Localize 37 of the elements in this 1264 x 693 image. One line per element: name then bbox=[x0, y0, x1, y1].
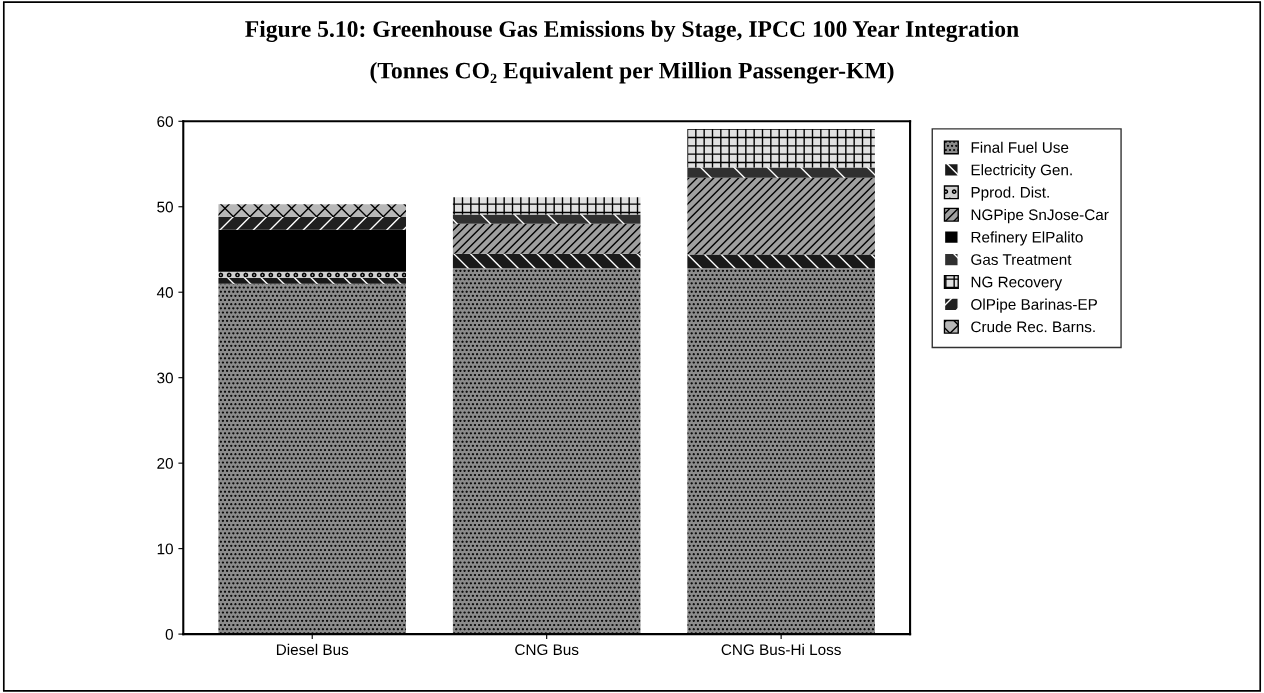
legend-label: Final Fuel Use bbox=[971, 141, 1069, 153]
y-tick-label: 20 bbox=[157, 458, 173, 469]
bar bbox=[218, 277, 407, 284]
bar bbox=[452, 268, 641, 635]
y-tick-label: 10 bbox=[157, 543, 173, 555]
x-tick-label: CNG Bus-Hi Loss bbox=[721, 643, 841, 656]
legend-label: Electricity Gen. bbox=[971, 164, 1072, 179]
bar bbox=[687, 128, 875, 168]
bar bbox=[452, 223, 641, 254]
bar bbox=[687, 177, 875, 255]
bar bbox=[218, 271, 407, 278]
legend-label: Crude Rec. Barns. bbox=[971, 321, 1095, 333]
y-tick-label: 50 bbox=[157, 201, 173, 213]
bar bbox=[218, 283, 407, 635]
y-tick-label: 0 bbox=[165, 628, 173, 640]
bar bbox=[452, 197, 641, 215]
chart-title: Figure 5.10: Greenhouse Gas Emissions by Stage, IPCC 100 Year Integration bbox=[245, 20, 1019, 42]
legend-label: Refinery ElPalito bbox=[971, 231, 1083, 246]
bar bbox=[218, 204, 407, 217]
bar bbox=[687, 268, 875, 635]
legend-label: OlPipe Barinas-EP bbox=[971, 298, 1098, 313]
y-tick-label: 40 bbox=[156, 287, 173, 298]
legend-label: NG Recovery bbox=[971, 276, 1063, 291]
bar bbox=[687, 167, 875, 178]
chart-subtitle: (Tonnes CO₂ Equivalent per Million Passenger-KM) bbox=[370, 61, 894, 84]
legend-label: Pprod. Dist. bbox=[971, 186, 1049, 201]
bar bbox=[218, 217, 407, 230]
bar bbox=[687, 254, 875, 269]
y-tick-label: 30 bbox=[157, 372, 173, 384]
legend-label: NGPipe SnJose-Car bbox=[971, 208, 1109, 224]
x-tick-label: CNG Bus bbox=[515, 644, 579, 656]
bar bbox=[452, 253, 641, 269]
legend-label: Gas Treatment bbox=[971, 254, 1072, 265]
y-tick-label: 60 bbox=[157, 116, 173, 127]
x-tick-label: Diesel Bus bbox=[276, 643, 349, 656]
bar bbox=[452, 214, 641, 224]
bar bbox=[218, 229, 407, 272]
